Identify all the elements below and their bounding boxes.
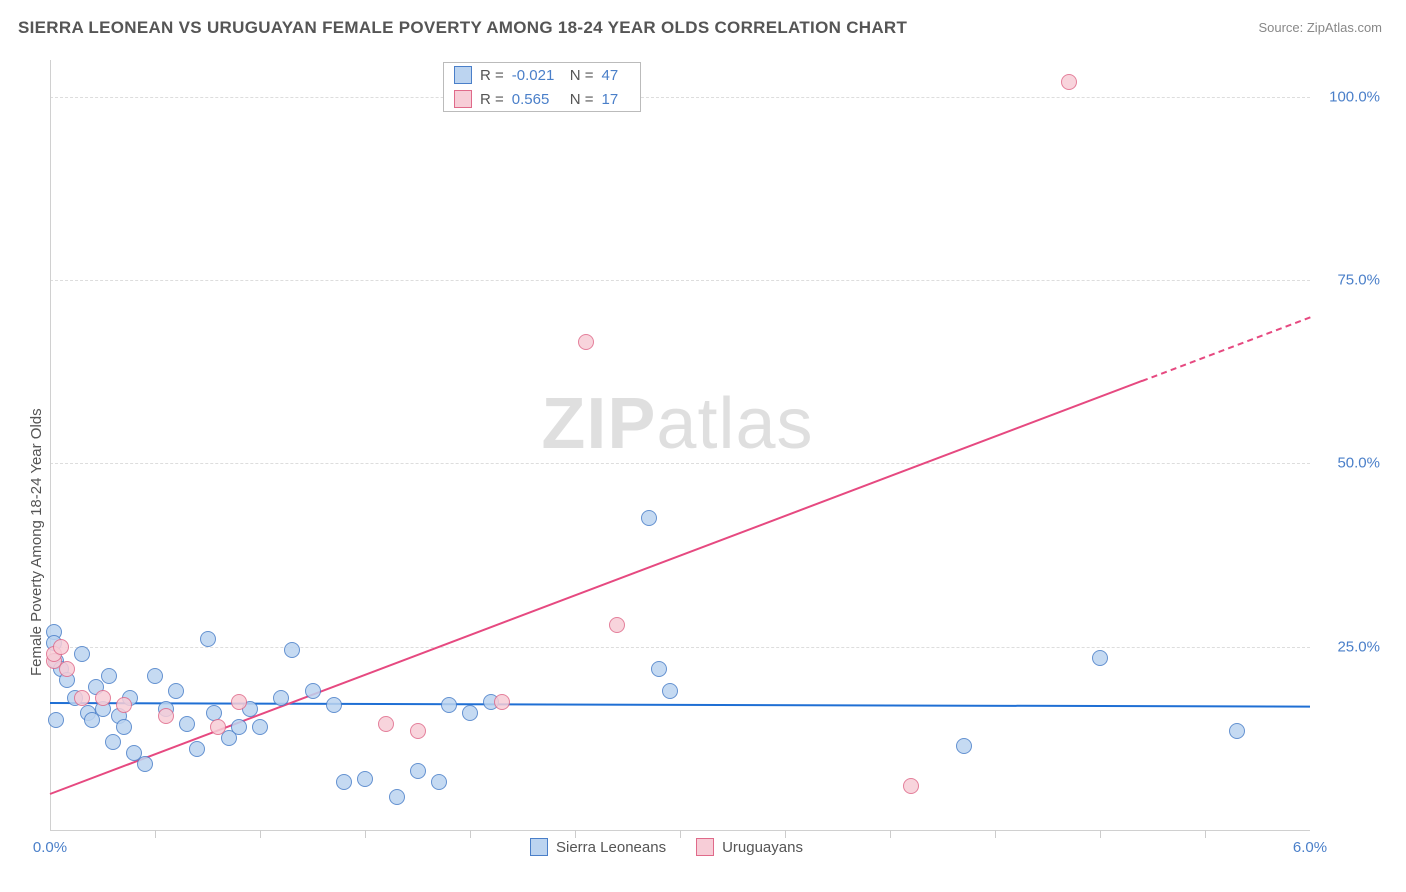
legend-swatch [696,838,714,856]
y-axis-label: Female Poverty Among 18-24 Year Olds [28,408,45,676]
legend-item: Sierra Leoneans [530,838,666,856]
x-tick-mark [155,830,156,838]
stat-value-n: 17 [602,91,630,108]
data-point [168,683,184,699]
data-point [284,642,300,658]
stats-row: R = 0.565 N = 17 [444,87,640,111]
data-point [1061,74,1077,90]
legend-label: Sierra Leoneans [556,839,666,856]
data-point [651,661,667,677]
data-point [389,789,405,805]
data-point [231,719,247,735]
data-point [48,712,64,728]
stat-value-n: 47 [602,67,630,84]
gridline [50,280,1310,281]
y-tick-label: 100.0% [1320,88,1380,105]
x-tick-mark [785,830,786,838]
data-point [336,774,352,790]
data-point [137,756,153,772]
data-point [179,716,195,732]
y-tick-label: 75.0% [1320,272,1380,289]
data-point [956,738,972,754]
data-point [431,774,447,790]
data-point [326,697,342,713]
data-point [305,683,321,699]
y-tick-label: 25.0% [1320,638,1380,655]
data-point [662,683,678,699]
data-point [147,668,163,684]
data-point [357,771,373,787]
data-point [410,763,426,779]
data-point [105,734,121,750]
data-point [410,723,426,739]
data-point [74,646,90,662]
data-point [252,719,268,735]
data-point [231,694,247,710]
gridline [50,97,1310,98]
x-tick-mark [995,830,996,838]
correlation-stats-box: R = -0.021 N = 47 R = 0.565 N = 17 [443,62,641,112]
data-point [206,705,222,721]
x-tick-mark [260,830,261,838]
data-point [1229,723,1245,739]
legend-swatch [454,90,472,108]
stat-label-r: R = [480,91,504,108]
source-label: Source: ZipAtlas.com [1258,20,1382,35]
data-point [210,719,226,735]
data-point [641,510,657,526]
data-point [441,697,457,713]
series-legend: Sierra Leoneans Uruguayans [530,838,803,856]
x-tick-mark [365,830,366,838]
data-point [101,668,117,684]
legend-item: Uruguayans [696,838,803,856]
legend-label: Uruguayans [722,839,803,856]
data-point [578,334,594,350]
legend-swatch [530,838,548,856]
data-point [494,694,510,710]
stat-value-r: -0.021 [512,67,562,84]
data-point [189,741,205,757]
x-tick-mark [470,830,471,838]
data-point [273,690,289,706]
trend-line [1142,317,1311,382]
scatter-plot: 25.0%50.0%75.0%100.0%0.0%6.0% [50,60,1310,830]
data-point [116,719,132,735]
x-tick-label: 0.0% [33,839,67,856]
data-point [378,716,394,732]
gridline [50,647,1310,648]
x-tick-mark [890,830,891,838]
data-point [609,617,625,633]
stat-value-r: 0.565 [512,91,562,108]
x-tick-mark [680,830,681,838]
data-point [1092,650,1108,666]
data-point [53,639,69,655]
data-point [95,690,111,706]
stat-label-r: R = [480,67,504,84]
x-tick-mark [575,830,576,838]
data-point [158,708,174,724]
stat-label-n: N = [570,67,594,84]
chart-title: SIERRA LEONEAN VS URUGUAYAN FEMALE POVER… [18,18,907,38]
x-tick-mark [1205,830,1206,838]
gridline [50,463,1310,464]
data-point [116,697,132,713]
data-point [74,690,90,706]
y-tick-label: 50.0% [1320,455,1380,472]
x-tick-label: 6.0% [1293,839,1327,856]
x-tick-mark [1100,830,1101,838]
data-point [59,661,75,677]
legend-swatch [454,66,472,84]
stat-label-n: N = [570,91,594,108]
data-point [903,778,919,794]
data-point [200,631,216,647]
data-point [462,705,478,721]
stats-row: R = -0.021 N = 47 [444,63,640,87]
